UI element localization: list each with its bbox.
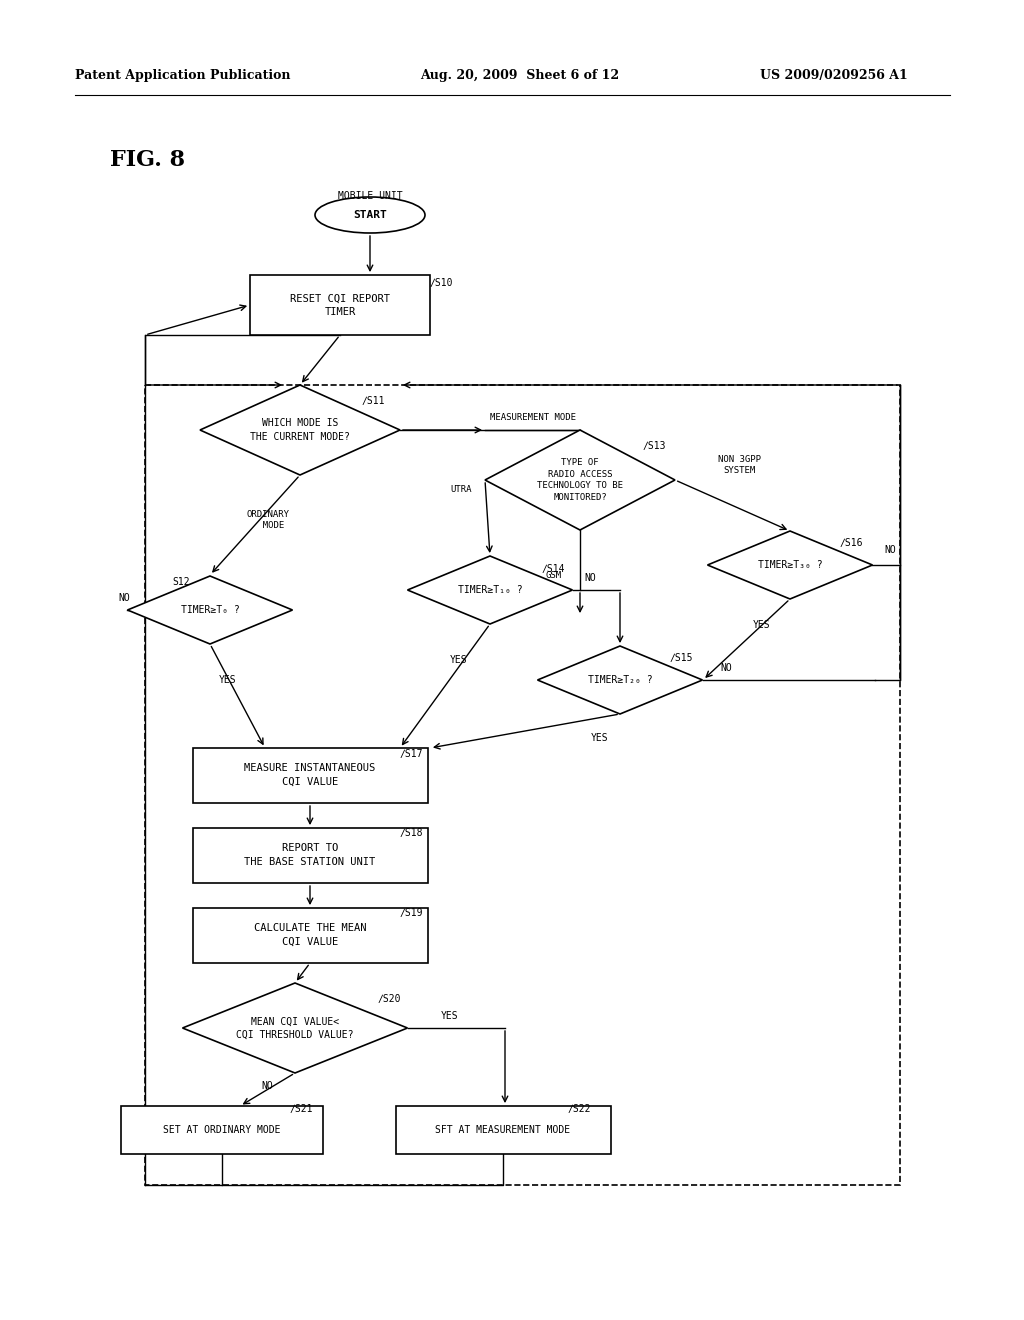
Text: NO: NO (720, 663, 732, 673)
Text: ORDINARY
  MODE: ORDINARY MODE (247, 511, 290, 529)
Text: ∕S17: ∕S17 (400, 748, 424, 758)
Text: REPORT TO
THE BASE STATION UNIT: REPORT TO THE BASE STATION UNIT (245, 843, 376, 867)
Text: ∕S14: ∕S14 (542, 564, 565, 573)
Polygon shape (708, 531, 872, 599)
Text: SET AT ORDINARY MODE: SET AT ORDINARY MODE (163, 1125, 281, 1135)
Text: ∕S22: ∕S22 (568, 1104, 592, 1113)
Text: TIMER≥T₁₀ ?: TIMER≥T₁₀ ? (458, 585, 522, 595)
Text: ∕S21: ∕S21 (290, 1104, 313, 1113)
Text: RESET CQI REPORT
TIMER: RESET CQI REPORT TIMER (290, 293, 390, 317)
Bar (395, 1106, 610, 1154)
Text: UTRA: UTRA (451, 486, 472, 495)
Text: ∕S20: ∕S20 (378, 993, 401, 1003)
Text: Patent Application Publication: Patent Application Publication (75, 69, 291, 82)
Polygon shape (408, 556, 572, 624)
Text: NO: NO (584, 573, 596, 583)
Text: MEASUREMENT MODE: MEASUREMENT MODE (490, 413, 575, 422)
Text: US 2009/0209256 A1: US 2009/0209256 A1 (760, 69, 907, 82)
Bar (250, 275, 430, 335)
Text: YES: YES (451, 655, 468, 665)
Text: TIMER≥T₂₀ ?: TIMER≥T₂₀ ? (588, 675, 652, 685)
Text: NO: NO (884, 545, 896, 554)
Polygon shape (485, 430, 675, 531)
Polygon shape (538, 645, 702, 714)
Ellipse shape (315, 197, 425, 234)
Text: TYPE OF
RADIO ACCESS
TECHNOLOGY TO BE
MONITORED?: TYPE OF RADIO ACCESS TECHNOLOGY TO BE MO… (537, 458, 623, 502)
Text: NO: NO (118, 593, 130, 603)
Text: ∕S18: ∕S18 (400, 828, 424, 837)
Text: NON 3GPP
SYSTEM: NON 3GPP SYSTEM (719, 455, 762, 475)
Text: S12: S12 (172, 577, 190, 587)
Text: FIG. 8: FIG. 8 (110, 149, 185, 172)
Text: ∕S11: ∕S11 (362, 395, 385, 405)
Text: YES: YES (441, 1011, 459, 1020)
Text: TIMER≥T₀ ?: TIMER≥T₀ ? (180, 605, 240, 615)
Text: WHICH MODE IS
THE CURRENT MODE?: WHICH MODE IS THE CURRENT MODE? (250, 418, 350, 442)
Bar (193, 908, 427, 962)
Text: START: START (353, 210, 387, 220)
Bar (121, 1106, 323, 1154)
Text: YES: YES (591, 733, 609, 743)
Text: SFT AT MEASUREMENT MODE: SFT AT MEASUREMENT MODE (435, 1125, 570, 1135)
Text: ∕S15: ∕S15 (670, 652, 693, 663)
Bar (193, 828, 427, 883)
Text: CALCULATE THE MEAN
CQI VALUE: CALCULATE THE MEAN CQI VALUE (254, 924, 367, 946)
Polygon shape (200, 385, 400, 475)
Text: MEAN CQI VALUE<
CQI THRESHOLD VALUE?: MEAN CQI VALUE< CQI THRESHOLD VALUE? (237, 1016, 353, 1040)
Text: NO: NO (261, 1081, 272, 1092)
Bar (193, 747, 427, 803)
Text: ∕S16: ∕S16 (840, 537, 863, 546)
Polygon shape (128, 576, 293, 644)
Text: ∕S19: ∕S19 (400, 907, 424, 917)
Text: YES: YES (219, 675, 237, 685)
Text: TIMER≥T₃₀ ?: TIMER≥T₃₀ ? (758, 560, 822, 570)
Text: ∕S13: ∕S13 (643, 440, 667, 450)
Text: MEASURE INSTANTANEOUS
CQI VALUE: MEASURE INSTANTANEOUS CQI VALUE (245, 763, 376, 787)
Text: YES: YES (754, 620, 771, 630)
Text: MOBILE UNIT: MOBILE UNIT (338, 191, 402, 201)
Text: ∕S10: ∕S10 (430, 277, 454, 286)
Text: Aug. 20, 2009  Sheet 6 of 12: Aug. 20, 2009 Sheet 6 of 12 (420, 69, 620, 82)
Text: GSM: GSM (546, 570, 562, 579)
Bar (145, 385, 900, 1185)
Polygon shape (182, 983, 408, 1073)
